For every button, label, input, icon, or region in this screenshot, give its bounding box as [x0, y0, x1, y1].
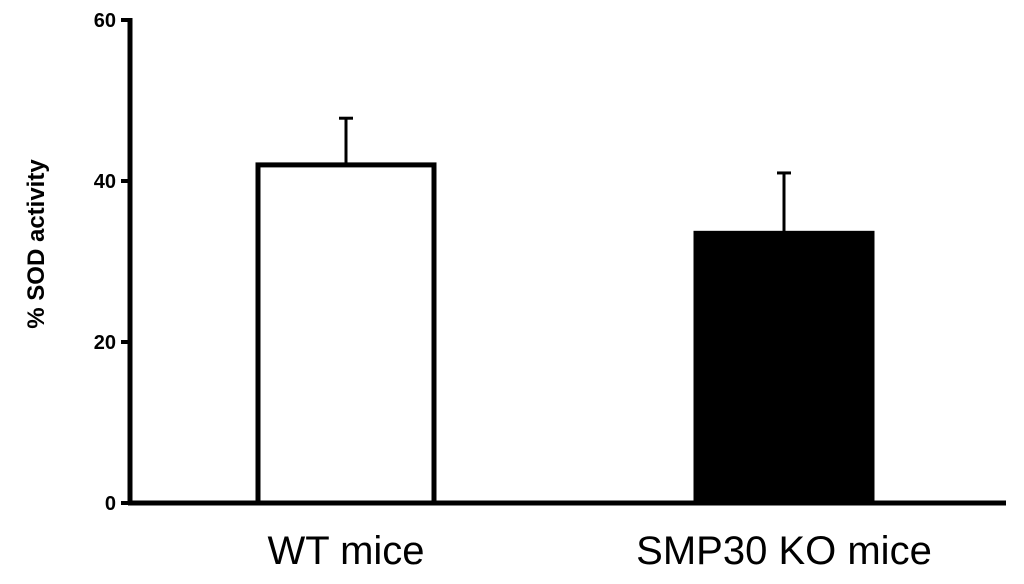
- category-label: WT mice: [267, 529, 424, 573]
- y-tick-label: 40: [94, 171, 116, 193]
- y-axis-ticks: 0 20 40 60: [94, 10, 130, 515]
- y-tick-label: 60: [94, 10, 116, 32]
- y-axis-label: % SOD activity: [23, 159, 50, 329]
- y-tick-label: 20: [94, 332, 116, 354]
- bar: [693, 230, 875, 506]
- category-label: SMP30 KO mice: [636, 529, 932, 573]
- bar: [255, 162, 437, 506]
- bars: [255, 162, 875, 506]
- error-bars: [339, 116, 791, 234]
- y-tick-label: 0: [105, 493, 116, 515]
- category-labels: WT mice SMP30 KO mice: [267, 529, 931, 573]
